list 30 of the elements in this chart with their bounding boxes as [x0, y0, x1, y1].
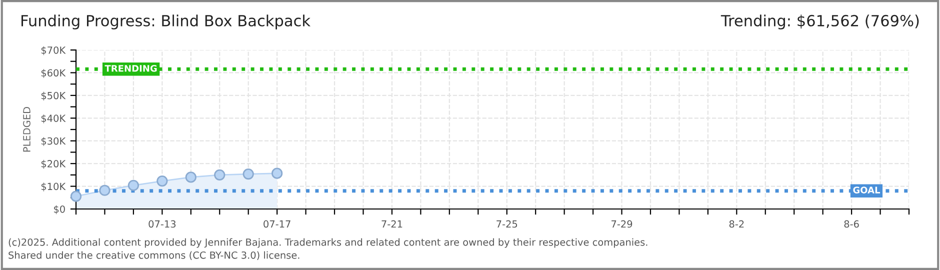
- y-tick-label: $0: [54, 205, 65, 214]
- point: [272, 168, 283, 179]
- y-tick-label: $60K: [41, 69, 66, 78]
- ref-line-label: GOAL: [853, 186, 880, 194]
- y-tick-label: $20K: [41, 160, 66, 169]
- x-tick-label: 07-17: [264, 220, 290, 228]
- x-tick-label: 07-13: [148, 220, 176, 228]
- x-tick-label: 8-2: [729, 220, 744, 228]
- x-tick-label: 7-25: [496, 220, 518, 228]
- point: [99, 184, 110, 196]
- point: [242, 168, 254, 180]
- point: [185, 172, 196, 183]
- point: [214, 169, 226, 180]
- ref-line-label: TRENDING: [104, 64, 157, 72]
- point: [156, 176, 168, 187]
- text: Shared under the creative commons (CC BY-NC 3.0) license.: [8, 251, 300, 260]
- y-axis-title: PLEDGED: [23, 107, 30, 152]
- chart-title: Funding Progress: Blind Box Backpack: [22, 14, 310, 30]
- y-tick-label: $30K: [41, 137, 66, 146]
- text: (c)2025. Additional content provided by Jennifer Bajana. Trademarks and related content are owned by their respective companies.: [8, 238, 648, 248]
- x-tick-label: 7-21: [382, 220, 402, 228]
- y-tick-label: $70K: [41, 46, 66, 56]
- y-tick-label: $40K: [41, 114, 66, 124]
- x-tick-label: 8-6: [844, 220, 859, 228]
- x-tick-label: 7-29: [612, 220, 632, 228]
- y-tick-label: $10K: [41, 182, 66, 192]
- y-tick-label: $50K: [41, 92, 66, 101]
- point: [70, 190, 82, 202]
- point: [128, 180, 140, 191]
- chart-subtitle: Trending: $61,562 (769%): [720, 14, 919, 30]
